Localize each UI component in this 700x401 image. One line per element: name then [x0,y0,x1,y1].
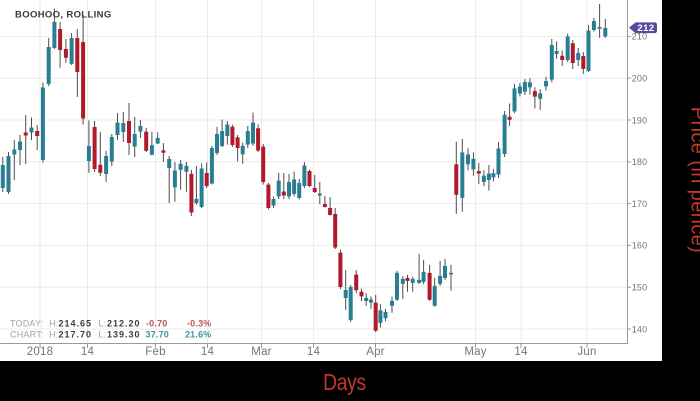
svg-text:Mar: Mar [251,346,271,358]
svg-text:14: 14 [307,346,321,358]
svg-text:150: 150 [632,283,648,293]
svg-text:200: 200 [632,74,648,84]
svg-text:217.70: 217.70 [59,330,93,340]
svg-text:170: 170 [632,199,648,209]
svg-text:TODAY:: TODAY: [10,319,43,329]
svg-text:212.20: 212.20 [107,319,141,329]
svg-text:14: 14 [201,346,215,358]
svg-text:214.65: 214.65 [59,319,93,329]
svg-text:37.70: 37.70 [145,330,169,340]
svg-text:BOOHOO, ROLLING: BOOHOO, ROLLING [15,9,112,20]
svg-text:H:: H: [49,330,58,340]
svg-text:Price (in pence): Price (in pence) [687,107,700,253]
svg-text:21.6%: 21.6% [185,330,212,340]
svg-text:Jun: Jun [577,346,596,358]
svg-text:Apr: Apr [366,346,385,358]
svg-text:CHART:: CHART: [10,330,44,340]
svg-text:160: 160 [632,241,648,251]
svg-text:212: 212 [637,23,654,34]
svg-text:210: 210 [632,32,648,42]
svg-text:190: 190 [632,115,648,125]
svg-text:Feb: Feb [145,346,165,358]
svg-text:139.30: 139.30 [107,330,141,340]
svg-text:2018: 2018 [27,346,53,358]
svg-text:Days: Days [323,369,366,395]
svg-text:May: May [464,346,486,358]
svg-text:140: 140 [632,324,648,334]
svg-text:-0.3%: -0.3% [187,319,212,329]
svg-text:L:: L: [98,319,106,329]
svg-text:-0.70: -0.70 [146,319,168,329]
svg-text:180: 180 [632,157,648,167]
svg-text:L:: L: [98,330,106,340]
svg-text:14: 14 [514,346,528,358]
svg-text:H:: H: [49,319,58,329]
svg-text:14: 14 [81,346,95,358]
